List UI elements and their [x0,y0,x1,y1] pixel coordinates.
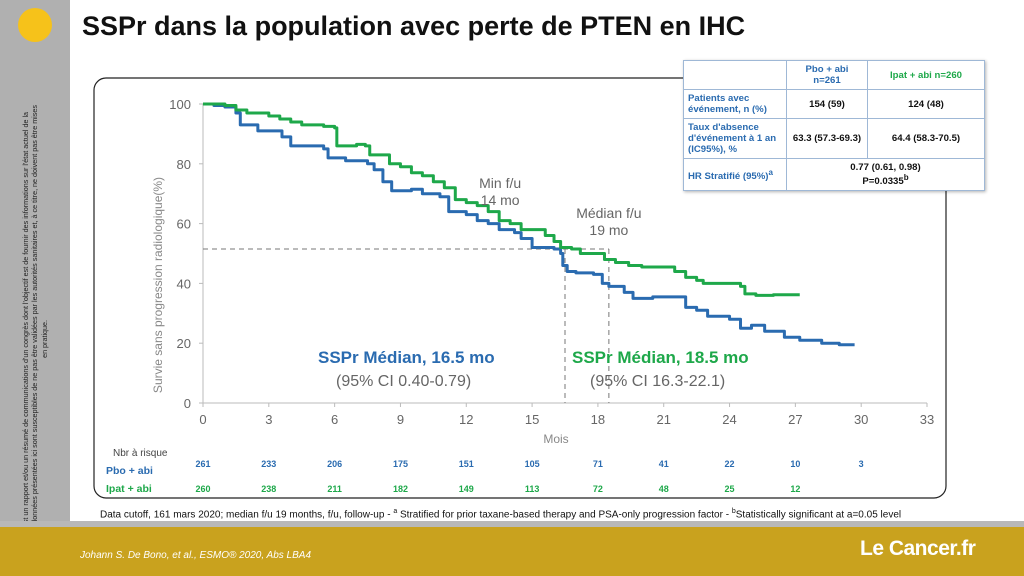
risk-pbo-value: 3 [859,459,864,469]
y-axis-title: Survie sans progression radiologique(%) [151,177,165,393]
x-tick-label: 12 [459,412,473,427]
stats-col-pbo: Pbo + abi n=261 [786,60,868,90]
ipat-curve [203,102,800,297]
stats-row-rate-label: Taux d'absence d'événement à 1 an (IC95%… [683,118,787,159]
y-tick-label: 40 [177,276,191,291]
y-tick-label: 60 [177,217,191,232]
min-fu-value: 14 mo [481,192,520,208]
pbo-median-label: SSPr Médian, 16.5 mo [318,348,495,367]
pbo-ci-label: (95% CI 0.40-0.79) [336,373,471,390]
median-fu-label: Médian f/u [576,205,641,221]
logo-circle [18,8,52,42]
stats-row-events-ipat: 124 (48) [867,89,985,119]
stats-hr-label-text: HR Stratifié (95%) [688,170,769,182]
risk-pbo-value: 22 [725,459,735,469]
stats-p-sup: b [903,173,909,182]
risk-ipat-value: 149 [459,484,474,494]
x-tick-label: 6 [331,412,338,427]
footnote-part1: Data cutoff, 161 mars 2020; median f/u 1… [100,509,394,521]
risk-pbo-value: 233 [261,459,276,469]
brand-logo-text: Le Cancer.fr [860,537,976,560]
stats-row-hr-label: HR Stratifié (95%)a [683,157,787,192]
stats-row-events-label: Patients avec événement, n (%) [683,89,787,119]
risk-pbo-label: Pbo + abi [106,465,153,477]
footnote-sup-b: b [731,508,736,515]
risk-pbo-value: 206 [327,459,342,469]
risk-ipat-value: 211 [327,484,342,494]
stats-row-rate-ipat: 64.4 (58.3-70.5) [867,118,985,159]
ipat-median-label: SSPr Médian, 18.5 mo [572,348,749,367]
stats-col-ipat: Ipat + abi n=260 [867,60,985,90]
footnote: Data cutoff, 161 mars 2020; median f/u 1… [100,508,901,520]
risk-pbo-value: 151 [459,459,474,469]
x-tick-label: 30 [854,412,868,427]
risk-pbo-value: 175 [393,459,408,469]
stats-row-rate-pbo: 63.3 (57.3-69.3) [786,118,868,159]
stats-hr-value: 0.77 (0.61, 0.98) [850,162,921,173]
footnote-sup-a: a [393,508,398,515]
risk-ipat-value: 25 [725,484,735,494]
slide-title: SSPr dans la population avec perte de PT… [82,11,746,41]
stats-table: Pbo + abi n=261 Ipat + abi n=260 Patient… [683,60,985,192]
ipat-ci-label: (95% CI 16.3-22.1) [590,373,725,390]
y-tick-label: 100 [169,97,191,112]
footnote-part2: Stratified for prior taxane-based therap… [397,509,732,521]
risk-ipat-value: 12 [790,484,800,494]
risk-ipat-value: 260 [195,484,210,494]
x-axis-title: Mois [543,432,568,446]
stats-row-hr-value: 0.77 (0.61, 0.98) P=0.0335b [786,157,985,192]
median-fu-value: 19 mo [589,222,628,238]
x-tick-label: 33 [920,412,934,427]
stats-hr-p: P=0.0335b [791,173,980,187]
risk-pbo-value: 261 [195,459,210,469]
risk-ipat-value: 238 [261,484,276,494]
y-tick-label: 80 [177,157,191,172]
risk-title: Nbr à risque [113,448,168,459]
x-tick-label: 0 [199,412,206,427]
x-tick-label: 24 [722,412,736,427]
min-fu-label: Min f/u [479,175,521,191]
x-tick-label: 21 [656,412,670,427]
sidebar: Ce contenu est un rapport et/ou un résum… [0,0,70,576]
footnote-part3: Statistically significant at a=0.05 leve… [735,509,902,521]
stats-p-text: P=0.0335 [862,176,904,188]
risk-pbo-value: 105 [525,459,540,469]
risk-ipat-value: 48 [659,484,669,494]
x-tick-label: 18 [591,412,605,427]
x-tick-label: 9 [397,412,404,427]
x-tick-label: 15 [525,412,539,427]
risk-ipat-value: 72 [593,484,603,494]
risk-ipat-label: Ipat + abi [106,483,152,495]
footer-band [0,521,1024,576]
y-tick-label: 0 [184,396,191,411]
risk-pbo-value: 10 [790,459,800,469]
x-tick-label: 27 [788,412,802,427]
pbo-curve [203,102,855,347]
x-tick-label: 3 [265,412,272,427]
citation: Johann S. De Bono, et al., ESMO® 2020, A… [80,550,312,561]
stats-row-events-pbo: 154 (59) [786,89,868,119]
risk-ipat-value: 113 [525,484,540,494]
stats-corner [683,60,787,90]
y-tick-label: 20 [177,336,191,351]
stats-hr-sup: a [768,167,773,177]
risk-pbo-value: 41 [659,459,669,469]
risk-ipat-value: 182 [393,484,408,494]
risk-pbo-value: 71 [593,459,603,469]
